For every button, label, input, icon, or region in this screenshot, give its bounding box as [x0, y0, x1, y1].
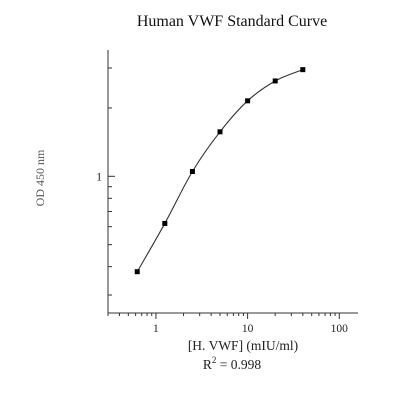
marker-layer — [134, 67, 306, 275]
fit-curve — [136, 69, 304, 272]
curve-layer — [136, 69, 304, 272]
data-point-marker — [245, 98, 251, 104]
y-tick-label: 1 — [96, 171, 102, 183]
axes: 1 10 100 1 — [96, 50, 358, 335]
x-axis-label: [H. VWF] (mIU/ml) — [188, 338, 298, 353]
r-squared-prefix: R — [203, 357, 212, 372]
r-squared-annotation: R2 = 0.998 — [203, 355, 262, 372]
data-point-marker — [300, 67, 306, 73]
data-point-marker — [134, 269, 140, 275]
r-squared-value: = 0.998 — [216, 357, 261, 372]
x-tick-label: 1 — [153, 323, 159, 335]
chart-title: Human VWF Standard Curve — [137, 13, 327, 30]
data-point-marker — [272, 78, 278, 84]
data-point-marker — [162, 220, 168, 226]
r-squared-superscript: 2 — [212, 355, 217, 365]
x-tick-label: 100 — [331, 323, 349, 335]
y-axis-label: OD 450 nm — [33, 149, 47, 206]
data-point-marker — [189, 168, 195, 174]
data-point-marker — [217, 129, 223, 135]
x-tick-label: 10 — [242, 323, 254, 335]
